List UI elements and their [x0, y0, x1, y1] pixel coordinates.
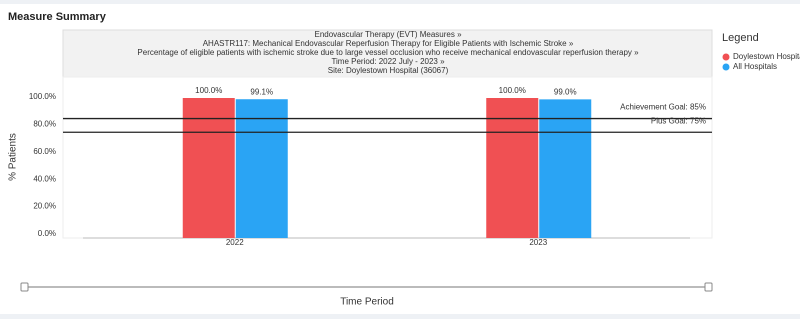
- header-line: Endovascular Therapy (EVT) Measures »: [314, 30, 462, 39]
- data-label: 100.0%: [499, 86, 526, 95]
- y-axis-title: % Patients: [8, 133, 19, 181]
- goal-label: Achievement Goal: 85%: [620, 103, 706, 112]
- panel-title: Measure Summary: [8, 11, 107, 23]
- header-line: Time Period: 2022 July - 2023 »: [331, 57, 445, 66]
- data-label: 99.0%: [554, 87, 577, 96]
- slider-handle[interactable]: [20, 282, 29, 292]
- x-axis-title: Time Period: [340, 297, 394, 308]
- x-tick-label: 2023: [529, 238, 547, 247]
- y-tick-label: 100.0%: [29, 92, 56, 101]
- chart-header: [62, 29, 713, 78]
- bar: [182, 98, 235, 238]
- y-tick-label: 60.0%: [33, 147, 56, 156]
- header-line: AHASTR117: Mechanical Endovascular Reper…: [203, 39, 574, 48]
- x-tick-label: 2022: [226, 238, 244, 247]
- slider-handle[interactable]: [704, 282, 713, 292]
- legend-label: Doylestown Hospital: [733, 52, 800, 61]
- legend-title: Legend: [722, 32, 759, 44]
- legend-marker: [722, 53, 730, 61]
- header-line: Site: Doylestown Hospital (36067): [328, 66, 449, 75]
- header-line: Percentage of eligible patients with isc…: [137, 48, 639, 57]
- bar: [539, 99, 592, 239]
- data-label: 100.0%: [195, 86, 222, 95]
- bar: [486, 98, 539, 238]
- data-label: 99.1%: [250, 87, 273, 96]
- bar: [235, 99, 288, 238]
- y-tick-label: 20.0%: [33, 202, 56, 211]
- y-tick-label: 0.0%: [38, 229, 56, 238]
- y-tick-label: 40.0%: [33, 174, 56, 183]
- legend-label: All Hospitals: [733, 62, 777, 71]
- legend-marker: [722, 63, 730, 71]
- y-tick-label: 80.0%: [33, 120, 56, 129]
- goal-label: Plus Goal: 75%: [651, 116, 706, 125]
